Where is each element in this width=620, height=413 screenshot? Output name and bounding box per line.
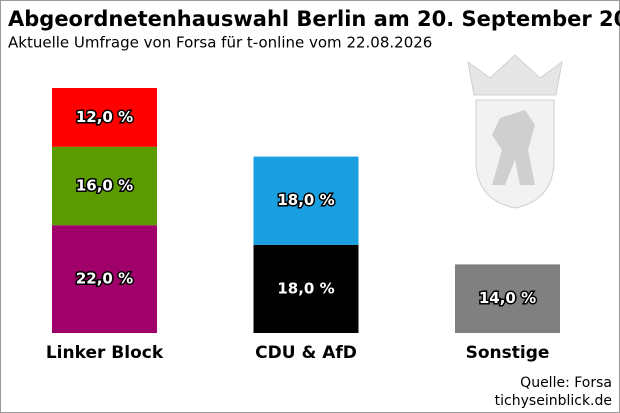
value-label: 14,0 % bbox=[479, 289, 536, 307]
berlin-crest bbox=[467, 54, 563, 209]
x-tick-label: Sonstige bbox=[466, 343, 550, 363]
source: Quelle: Forsa bbox=[520, 375, 612, 391]
x-tick-label: CDU & AfD bbox=[255, 343, 357, 363]
bar-segment bbox=[52, 88, 157, 147]
bar-segment bbox=[455, 264, 560, 333]
bar-segment bbox=[52, 225, 157, 333]
value-label: 12,0 % bbox=[76, 108, 133, 126]
x-tick-label: Linker Block bbox=[46, 343, 164, 363]
value-label: 18,0 % bbox=[277, 191, 334, 209]
bar-segment bbox=[253, 244, 359, 333]
bar-segment bbox=[253, 156, 359, 245]
bar-segment bbox=[52, 146, 157, 226]
site: tichyseinblick.de bbox=[495, 393, 612, 409]
chart-subtitle: Aktuelle Umfrage von Forsa für t-online … bbox=[8, 34, 432, 52]
value-label: 18,0 % bbox=[277, 279, 334, 297]
value-label: 22,0 % bbox=[76, 270, 133, 288]
chart-title: Abgeordnetenhauswahl Berlin am 20. Septe… bbox=[8, 7, 620, 31]
value-label: 16,0 % bbox=[76, 177, 133, 195]
